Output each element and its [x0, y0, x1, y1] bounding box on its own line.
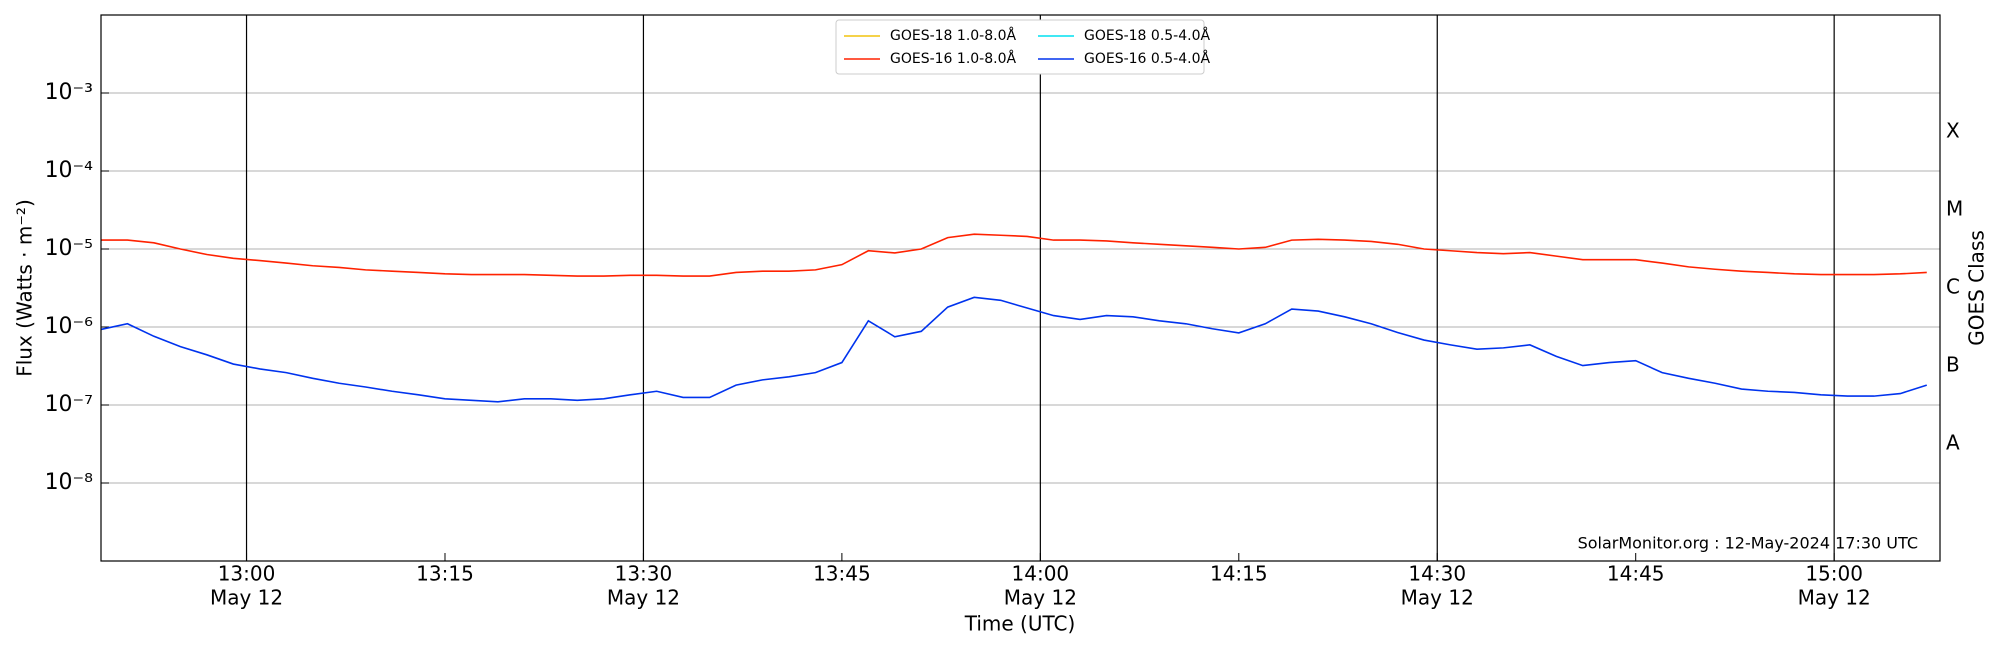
x-tick-label: 13:00 [218, 562, 276, 586]
series-line [101, 233, 1927, 277]
y-tick-label: 10⁻⁶ [45, 314, 94, 339]
legend-label: GOES-18 1.0-8.0Å [890, 27, 1016, 44]
legend-label: GOES-16 0.5-4.0Å [1084, 50, 1210, 67]
plot-frame [100, 14, 1941, 562]
y2-tick-label: A [1946, 431, 1960, 455]
y-tick-label: 10⁻³ [45, 80, 93, 105]
y2-tick-label: C [1946, 275, 1960, 299]
legend-label: GOES-18 0.5-4.0Å [1084, 27, 1210, 44]
x-tick-date: May 12 [210, 586, 283, 610]
x-tick-label: 14:15 [1210, 562, 1268, 586]
x-tick-date: May 12 [1004, 586, 1077, 610]
x-tick-label: 14:30 [1408, 562, 1466, 586]
y2-axis-label: GOES Class [1965, 230, 1989, 346]
annotation: SolarMonitor.org : 12-May-2024 17:30 UTC [1578, 534, 1918, 553]
legend-label: GOES-16 1.0-8.0Å [890, 50, 1016, 67]
y-tick-label: 10⁻⁷ [45, 392, 93, 417]
x-tick-label: 13:15 [416, 562, 474, 586]
x-tick-label: 13:30 [615, 562, 673, 586]
x-tick-date: May 12 [1401, 586, 1474, 610]
y2-tick-label: M [1946, 197, 1963, 221]
y-axis-label: Flux (Watts · m⁻²) [13, 199, 37, 377]
y-tick-label: 10⁻⁴ [45, 158, 94, 183]
legend-box [835, 19, 1205, 75]
y-tick-label: 10⁻⁸ [45, 470, 94, 495]
series-line [100, 296, 1928, 403]
x-tick-label: 14:00 [1012, 562, 1070, 586]
x-tick-date: May 12 [1798, 586, 1871, 610]
y-tick-label: 10⁻⁵ [45, 236, 93, 261]
x-tick-label: 13:45 [813, 562, 871, 586]
x-tick-date: May 12 [607, 586, 680, 610]
x-tick-label: 15:00 [1805, 562, 1863, 586]
x-axis-label: Time (UTC) [964, 612, 1076, 636]
y2-tick-label: B [1946, 353, 1960, 377]
x-tick-label: 14:45 [1607, 562, 1665, 586]
y2-tick-label: X [1946, 119, 1960, 143]
